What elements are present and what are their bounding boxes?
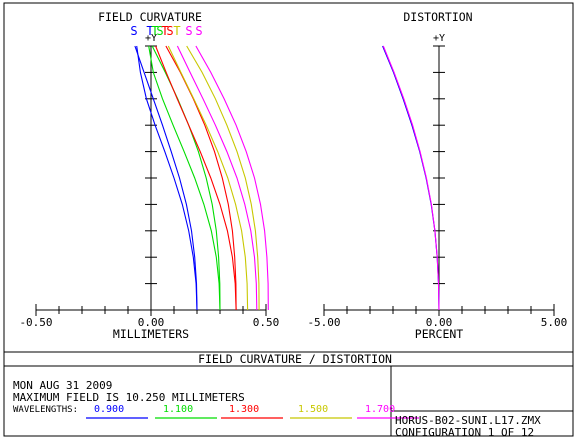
distortion-curve [382, 45, 440, 311]
distortion-y-label: +Y [433, 33, 445, 44]
distortion-curves [382, 45, 440, 311]
field-curvature-curve [155, 45, 237, 311]
field-curvature-curve [148, 45, 221, 311]
field-curvature-curve [176, 45, 258, 311]
wavelength-value: 1.100 [163, 404, 193, 415]
distortion-x-tick-label: -5.00 [307, 316, 340, 329]
field-curvature-x-tick-label: -0.50 [19, 316, 52, 329]
curve-legend-marker: S [156, 24, 163, 38]
wavelength-value: 1.700 [365, 404, 395, 415]
wavelength-value: 0.900 [94, 404, 124, 415]
banner-title: FIELD CURVATURE / DISTORTION [198, 352, 392, 366]
field-curvature-curve [134, 45, 198, 311]
curve-legend-marker: T [161, 24, 168, 38]
distortion-x-tick-label: 5.00 [541, 316, 568, 329]
distortion-title: DISTORTION [403, 10, 472, 24]
field-curvature-x-tick-label: 0.50 [253, 316, 280, 329]
field-curvature-title: FIELD CURVATURE [98, 10, 202, 24]
field-curvature-x-ticks [35, 304, 267, 316]
field-curvature-y-ticks [145, 45, 157, 285]
field-curvature-curve [195, 45, 269, 311]
field-curvature-curve [151, 45, 221, 311]
file-name: HORUS-B02-SUNI.L17.ZMX [395, 414, 541, 427]
distortion-y-ticks [433, 45, 445, 285]
field-curvature-curves [134, 45, 269, 311]
curve-legend-marker: T [173, 24, 180, 38]
field-curvature-curve [186, 45, 260, 311]
curve-legend-marker: T [146, 24, 153, 38]
distortion-x-tick-label: 0.00 [426, 316, 453, 329]
configuration-text: CONFIGURATION 1 OF 12 [395, 426, 534, 439]
plot-frame [3, 2, 574, 437]
wavelength-value: 1.300 [229, 404, 259, 415]
distortion-tick-labels: -5.00 0.00 5.00 [307, 316, 567, 329]
wavelength-value: 1.500 [298, 404, 328, 415]
field-curvature-y-label: +Y [145, 33, 157, 44]
curve-legend-marker: S [130, 24, 137, 38]
field-curvature-x-label: MILLIMETERS [113, 327, 189, 341]
field-curvature-curve [167, 45, 249, 311]
wavelength-legend: 0.900 1.100 1.300 1.500 1.700 [86, 404, 419, 419]
curve-legend-marker: T [151, 24, 158, 38]
curve-legend-marker: S [166, 24, 173, 38]
curve-legend-marker: S [195, 24, 202, 38]
field-curvature-tick-labels: -0.50 0.00 0.50 [19, 316, 279, 329]
distortion-curve [382, 45, 440, 311]
wavelengths-label: WAVELENGTHS: [13, 405, 78, 415]
distortion-x-label: PERCENT [415, 327, 464, 341]
distortion-chart: DISTORTION +Y -5.00 0.00 5.00 PERCENT [307, 10, 567, 341]
curve-legend-marker: S [185, 24, 192, 38]
field-curvature-curve [136, 45, 198, 311]
field-curvature-curve [165, 45, 237, 311]
field-curvature-x-tick-label: 0.00 [138, 316, 165, 329]
date-text: MON AUG 31 2009 [13, 379, 112, 392]
max-field-text: MAXIMUM FIELD IS 10.250 MILLIMETERS [13, 391, 245, 404]
